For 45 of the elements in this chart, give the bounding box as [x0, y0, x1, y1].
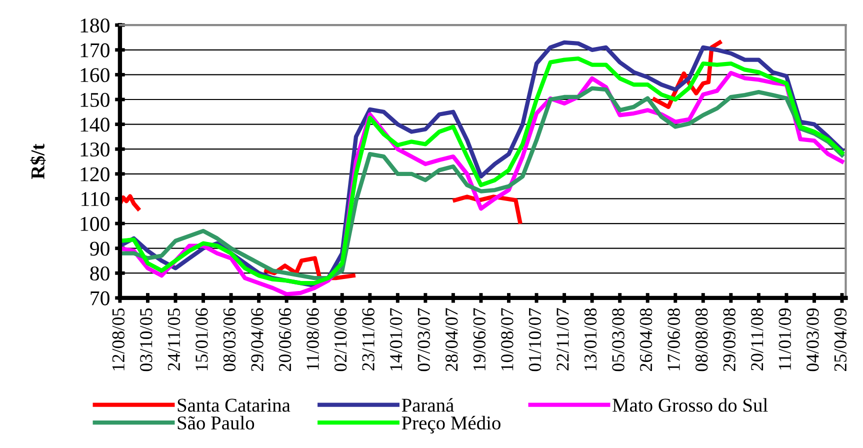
x-tick-label: 08/03/06 [223, 308, 236, 372]
y-tick-label: 120 [80, 167, 110, 182]
x-tick-label: 20/06/06 [278, 308, 292, 372]
y-tick-label: 70 [90, 291, 110, 306]
x-tick-label: 24/11/05 [168, 308, 180, 370]
x-tick-label: 23/11/06 [362, 308, 374, 370]
x-tick-label: 02/10/06 [334, 308, 347, 372]
y-tick-label: 80 [90, 266, 110, 281]
legend-label: Mato Grosso do Sul [612, 398, 768, 412]
x-tick-label: 07/03/07 [418, 308, 430, 372]
x-tick-label: 29/04/06 [251, 308, 264, 372]
x-tick-label: 03/10/05 [140, 308, 152, 372]
x-tick-label: 05/03/08 [612, 308, 624, 372]
x-tick-label: 01/10/07 [528, 308, 542, 372]
y-tick-label: 180 [80, 18, 110, 33]
x-tick-label: 20/11/08 [751, 308, 764, 370]
x-tick-label: 12/08/05 [112, 308, 124, 370]
x-tick-label: 15/01/06 [196, 308, 208, 370]
x-tick-label: 11/01/09 [778, 308, 791, 370]
y-tick-label: 160 [80, 68, 110, 82]
x-tick-label: 04/03/09 [806, 308, 819, 372]
y-tick-label: 130 [80, 142, 110, 157]
y-tick-label: 100 [80, 216, 110, 231]
legend-label: Paraná [402, 398, 454, 412]
x-tick-label: 26/04/08 [640, 308, 652, 372]
x-tick-label: 25/04/09 [834, 308, 847, 372]
y-tick-label: 110 [82, 192, 110, 206]
x-tick-label: 10/08/07 [501, 308, 514, 370]
x-tick-label: 29/09/08 [723, 308, 736, 372]
x-tick-label: 08/08/08 [695, 308, 708, 372]
legend-label: São Paulo [178, 416, 254, 430]
x-tick-label: 14/01/07 [390, 308, 402, 370]
x-tick-label: 13/01/08 [584, 308, 597, 370]
legend-label: Preço Médio [402, 416, 500, 434]
x-tick-label: 17/06/08 [668, 308, 680, 370]
x-tick-label: 19/06/07 [473, 308, 486, 370]
x-tick-label: 22/11/07 [556, 308, 569, 370]
x-tick-label: 28/04/07 [446, 308, 458, 372]
y-tick-label: 170 [80, 43, 110, 58]
y-tick-label: 90 [90, 242, 110, 256]
x-tick-label: 11/08/06 [306, 308, 319, 370]
legend-label: Santa Catarina [178, 398, 290, 412]
y-tick-label: 140 [80, 118, 110, 132]
y-axis-title: R$/t [30, 144, 46, 179]
y-tick-label: 150 [80, 92, 110, 107]
